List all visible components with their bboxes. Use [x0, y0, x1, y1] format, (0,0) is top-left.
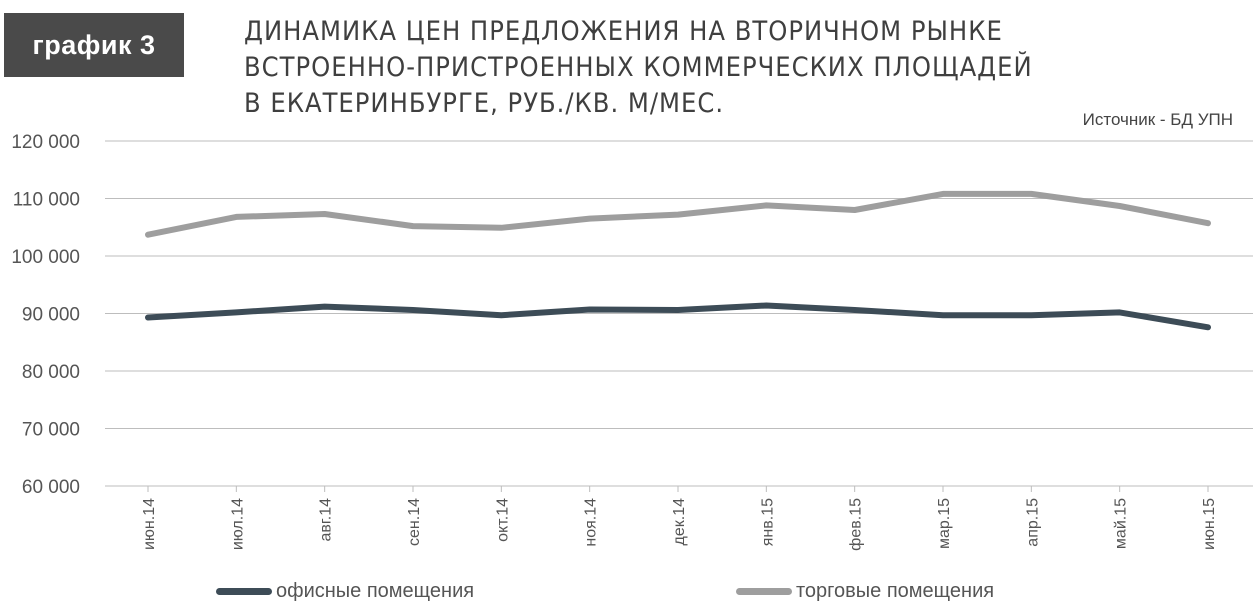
data-point-office-11: [1119, 311, 1121, 313]
legend-swatch-retail: [736, 588, 792, 595]
legend-item-retail: торговые помещения: [736, 580, 994, 603]
x-tick-label-11: май.15: [1113, 498, 1130, 549]
data-point-office-2: [324, 306, 326, 308]
chart-number-badge: график 3: [4, 13, 184, 77]
x-tick-label-5: ноя.14: [583, 498, 600, 547]
chart-legend: офисные помещения торговые помещения: [0, 580, 1253, 608]
y-tick-label-2: 80 000: [22, 362, 80, 383]
y-tick-label-1: 70 000: [22, 420, 80, 441]
x-tick-label-2: авг.14: [318, 498, 335, 542]
data-point-office-1: [235, 311, 237, 313]
y-tick-label-6: 120 000: [11, 132, 80, 153]
data-point-retail-7: [765, 204, 767, 206]
data-point-office-3: [412, 309, 414, 311]
data-point-retail-4: [500, 227, 502, 229]
y-tick-label-5: 110 000: [13, 190, 80, 211]
y-tick-label-4: 100 000: [11, 247, 80, 268]
x-tick-label-9: мар.15: [936, 498, 953, 549]
data-point-office-8: [854, 309, 856, 311]
legend-swatch-office: [216, 588, 272, 595]
data-point-office-4: [500, 314, 502, 316]
data-point-office-6: [677, 309, 679, 311]
data-point-retail-0: [147, 234, 149, 236]
y-tick-label-0: 60 000: [22, 477, 80, 498]
data-point-office-5: [589, 308, 591, 310]
chart-number-label: график 3: [32, 29, 156, 60]
data-point-office-7: [765, 304, 767, 306]
x-tick-label-1: июл.14: [229, 498, 246, 550]
legend-label-retail: торговые помещения: [796, 580, 995, 602]
data-point-office-10: [1030, 314, 1032, 316]
data-point-retail-1: [235, 216, 237, 218]
data-point-retail-10: [1030, 193, 1032, 195]
x-tick-label-7: янв.15: [759, 498, 776, 546]
data-point-retail-9: [942, 193, 944, 195]
legend-label-office: офисные помещения: [276, 580, 475, 602]
x-tick-label-4: окт.14: [494, 498, 511, 542]
legend-item-office: офисные помещения: [216, 580, 474, 603]
data-point-retail-8: [854, 209, 856, 211]
data-point-retail-12: [1207, 222, 1209, 224]
chart-title: ДИНАМИКА ЦЕН ПРЕДЛОЖЕНИЯ НА ВТОРИЧНОМ РЫ…: [244, 14, 1144, 122]
data-point-retail-2: [324, 213, 326, 215]
x-tick-label-8: фев.15: [848, 498, 865, 551]
x-tick-label-12: июн.15: [1201, 498, 1218, 550]
data-point-office-12: [1207, 326, 1209, 328]
x-tick-label-6: дек.14: [671, 498, 688, 546]
data-point-office-0: [147, 317, 149, 319]
data-point-retail-5: [589, 218, 591, 220]
chart-title-line-3: В ЕКАТЕРИНБУРГЕ, РУБ./КВ. М/МЕС.: [244, 88, 725, 119]
data-point-retail-11: [1119, 205, 1121, 207]
data-point-retail-6: [677, 214, 679, 216]
y-tick-label-3: 90 000: [22, 305, 80, 326]
chart-title-line-2: ВСТРОЕННО-ПРИСТРОЕННЫХ КОММЕРЧЕСКИХ ПЛОЩ…: [244, 52, 1033, 83]
data-point-office-9: [942, 314, 944, 316]
series-line-office: [145, 302, 1211, 331]
data-point-retail-3: [412, 225, 414, 227]
x-tick-label-10: апр.15: [1024, 498, 1041, 547]
data-source: Источник - БД УПН: [1082, 110, 1233, 129]
chart-title-line-1: ДИНАМИКА ЦЕН ПРЕДЛОЖЕНИЯ НА ВТОРИЧНОМ РЫ…: [244, 16, 1003, 47]
x-tick-label-3: сен.14: [406, 498, 423, 546]
x-tick-label-0: июн.14: [141, 498, 158, 550]
